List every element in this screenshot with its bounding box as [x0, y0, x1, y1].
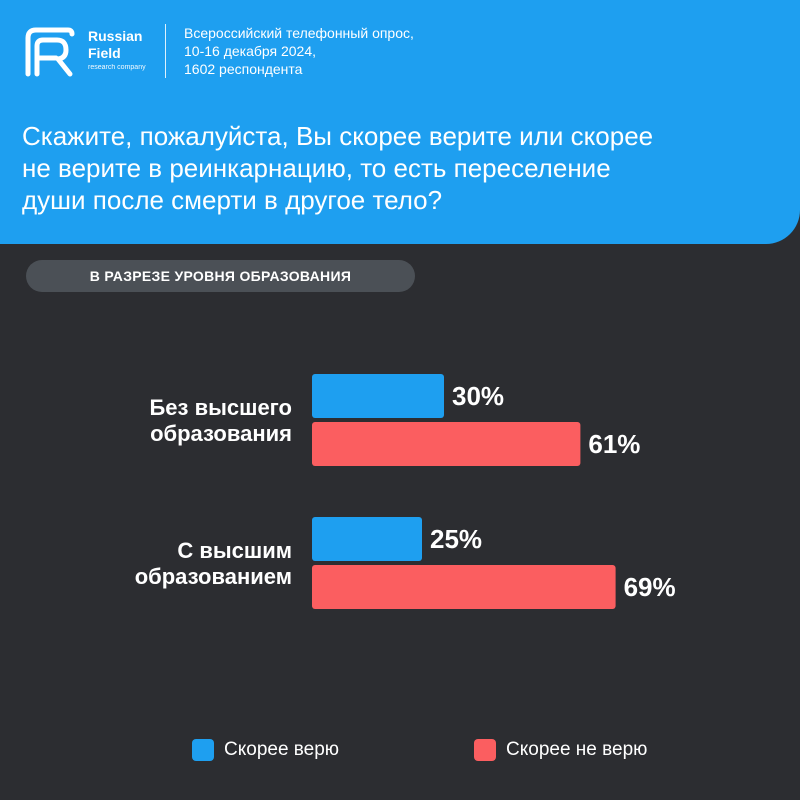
legend-item-believe: Скорее верю	[192, 738, 339, 762]
brand-line-1: Russian	[88, 28, 143, 44]
bar-скорее-не-верю	[312, 422, 581, 466]
value-label: 25%	[430, 524, 482, 554]
value-label: 30%	[452, 381, 504, 411]
survey-line-3: 1602 респондента	[184, 61, 303, 77]
legend-item-not-believe: Скорее не верю	[474, 738, 647, 762]
legend-label-not-believe: Скорее не верю	[506, 739, 648, 760]
brand-line-2: Field	[88, 45, 121, 61]
russian-field-logo-icon	[25, 27, 75, 77]
category-label: С высшим образованием	[135, 538, 292, 589]
survey-line-2: 10-16 декабря 2024,	[184, 43, 317, 59]
question-text: Скажите, пожалуйста, Вы скорее верите ил…	[22, 121, 654, 215]
legend-label-believe: Скорее верю	[224, 739, 340, 760]
bar-скорее-не-верю	[312, 565, 616, 609]
legend-swatch-not-believe	[474, 739, 496, 761]
brand-tagline: research company	[88, 64, 146, 71]
brand-name: Russian Field research company	[88, 28, 146, 73]
bar-скорее-верю	[312, 374, 444, 418]
survey-line-1: Всероссийский телефонный опрос,	[184, 25, 414, 41]
value-label: 69%	[624, 572, 676, 602]
survey-info: Всероссийский телефонный опрос, 10-16 де…	[184, 24, 414, 78]
bar-chart: Без высшего образования 30% 61% С высшим обра…	[135, 374, 676, 609]
legend-swatch-believe	[192, 739, 214, 761]
section-label: В РАЗРЕЗЕ УРОВНЯ ОБРАЗОВАНИЯ	[26, 260, 415, 292]
bar-скорее-верю	[312, 517, 422, 561]
category-label: Без высшего образования	[149, 395, 292, 446]
header-panel: Russian Field research company Всероссий…	[0, 0, 800, 244]
header-divider	[165, 24, 166, 78]
value-label: 61%	[588, 429, 640, 459]
